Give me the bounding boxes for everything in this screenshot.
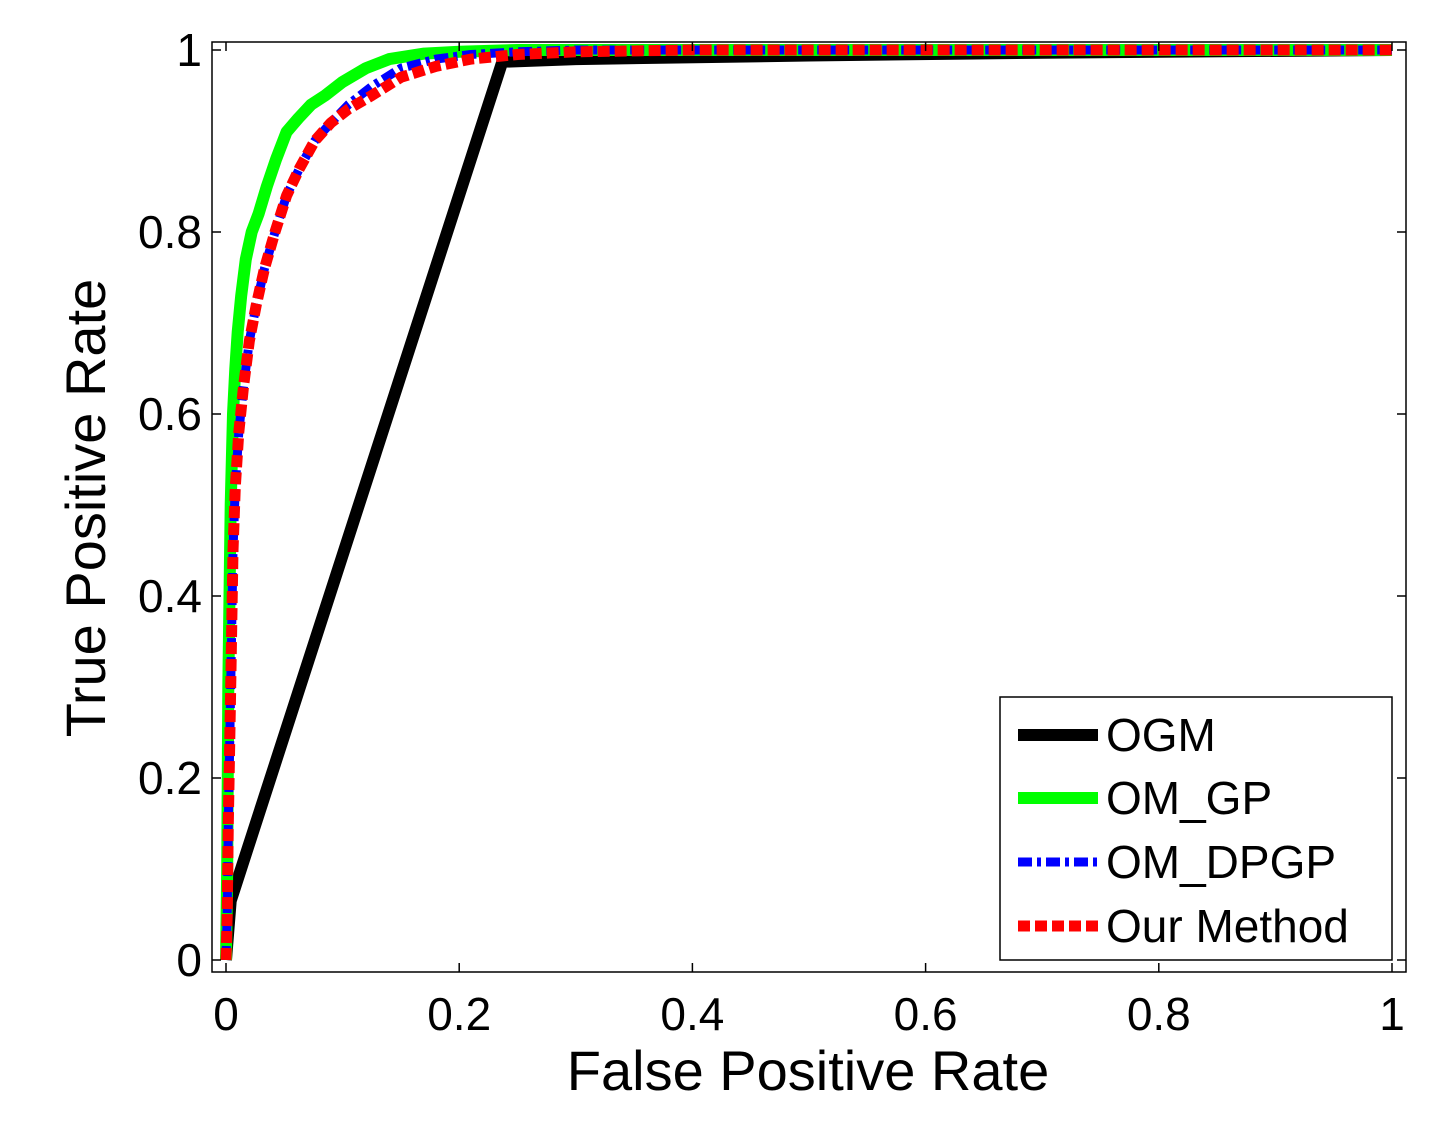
x-tick-label: 0.4 [660, 988, 724, 1040]
series-layer [220, 44, 1393, 961]
legend-label-om-gp: OM_GP [1106, 772, 1272, 824]
y-tick-label: 0.6 [138, 388, 202, 440]
legend-label-our-method: Our Method [1106, 900, 1349, 952]
y-tick-label: 0 [176, 934, 202, 986]
y-tick-label: 1 [176, 24, 202, 76]
series-line-our-method [220, 44, 1392, 961]
x-tick-label: 0.8 [1127, 988, 1191, 1040]
plot-frame [211, 41, 1407, 973]
y-tick-label: 0.8 [138, 206, 202, 258]
y-axis-label: True Positive Rate [54, 279, 117, 738]
x-tick-label: 0.6 [894, 988, 958, 1040]
y-tick-label: 0.4 [138, 570, 202, 622]
x-axis-label: False Positive Rate [567, 1039, 1049, 1102]
x-tick-label: 0.2 [427, 988, 491, 1040]
ticks-layer: 0 0.2 0.4 0.6 0.8 1 0 0.2 0.4 0.6 0.8 1 [138, 24, 1406, 1040]
y-tick-label: 0.2 [138, 752, 202, 804]
legend: OGM OM_GP OM_DPGP Our Method [999, 696, 1393, 961]
x-tick-label: 1 [1379, 988, 1405, 1040]
legend-label-ogm: OGM [1106, 709, 1216, 761]
x-tick-label: 0 [213, 988, 239, 1040]
legend-label-om-dpgp: OM_DPGP [1106, 836, 1336, 888]
